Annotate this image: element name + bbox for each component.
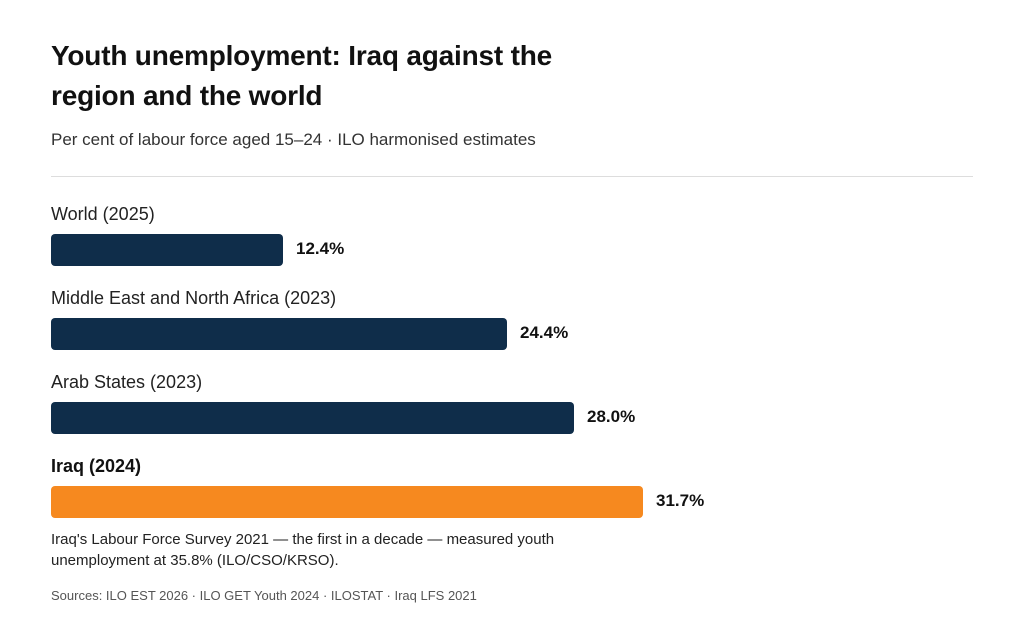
value-label: 31.7% — [656, 491, 705, 510]
bar — [51, 318, 507, 350]
bar-row: Iraq (2024) 31.7% — [51, 456, 973, 526]
category-label: Arab States (2023) — [51, 372, 203, 392]
value-label: 28.0% — [587, 407, 636, 426]
bar-row: Middle East and North Africa (2023) 24.4% — [51, 288, 973, 358]
chart-subtitle: Per cent of labour force aged 15–24 · IL… — [51, 130, 536, 149]
footnote: Iraq's Labour Force Survey 2021 — the fi… — [51, 531, 555, 569]
chart-title: Youth unemployment: Iraq against the reg… — [51, 40, 552, 111]
bar-row: Arab States (2023) 28.0% — [51, 372, 973, 442]
sources-line: Sources: ILO EST 2026 · ILO GET Youth 20… — [51, 588, 477, 603]
category-label: World (2025) — [51, 204, 155, 224]
category-label: Middle East and North Africa (2023) — [51, 288, 337, 308]
bar — [51, 486, 643, 518]
bar — [51, 234, 283, 266]
category-label: Iraq (2024) — [51, 456, 142, 476]
bar-row: World (2025) 12.4% — [51, 204, 973, 274]
value-label: 24.4% — [520, 323, 569, 342]
bar — [51, 402, 574, 434]
divider — [51, 176, 973, 177]
value-label: 12.4% — [296, 239, 345, 258]
